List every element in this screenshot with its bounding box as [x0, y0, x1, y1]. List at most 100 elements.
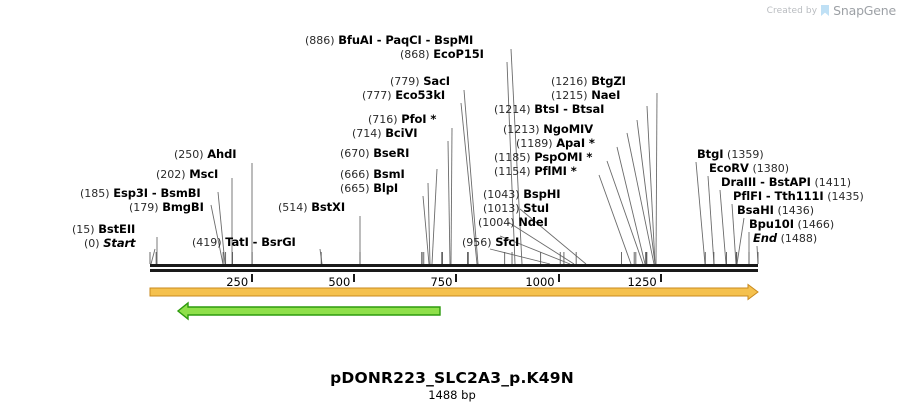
site-label-bstxi[interactable]: (514) BstXI	[278, 200, 346, 215]
site-position: (1185)	[494, 151, 531, 164]
site-label-ecorv[interactable]: EcoRV (1380)	[709, 162, 789, 176]
site-position: (1216)	[551, 75, 588, 88]
watermark-prefix-label: Created by	[766, 5, 818, 16]
site-label-bsphi[interactable]: (1043) BspHI	[483, 187, 561, 202]
site-enzyme: BstEII	[98, 222, 136, 236]
site-position: (665)	[340, 182, 370, 195]
site-enzyme: End	[753, 231, 777, 245]
site-position: (1013)	[483, 202, 520, 215]
sequence-backbone-top	[150, 264, 758, 267]
site-label-bseri[interactable]: (670) BseRI	[340, 146, 410, 161]
ruler-tick	[353, 274, 356, 282]
site-enzyme: MscI	[189, 167, 219, 181]
ruler-tick	[557, 274, 560, 282]
site-enzyme: BtsI - BtsaI	[534, 102, 605, 116]
site-label-naei[interactable]: (1215) NaeI	[551, 89, 620, 103]
ruler-tick-label: 250	[226, 275, 249, 289]
site-label-bsteii[interactable]: (15) BstEII	[72, 222, 136, 237]
snapgene-watermark: Created by SnapGene	[766, 3, 897, 18]
slc2a3-cds-feature-arrow	[176, 301, 441, 321]
site-label-ngomiv[interactable]: (1213) NgoMIV	[503, 122, 594, 137]
site-enzyme: BspHI	[523, 187, 561, 201]
site-enzyme: SacI	[423, 74, 450, 88]
site-enzyme: PspOMI *	[534, 150, 593, 164]
site-label-bfuai-paqci-bspmi[interactable]: (886) BfuAI - PaqCI - BspMI	[305, 33, 474, 48]
site-label-eco53ki[interactable]: (777) Eco53kI	[362, 88, 446, 103]
site-position: (666)	[340, 168, 370, 181]
site-label-bsahi[interactable]: BsaHI (1436)	[737, 203, 814, 218]
site-enzyme: BsmI	[373, 167, 405, 181]
site-label-apai[interactable]: (1189) ApaI *	[516, 137, 595, 151]
site-label-pfoi[interactable]: (716) PfoI *	[368, 113, 436, 127]
site-label-esp3i-bsmbi[interactable]: (185) Esp3I - BsmBI	[80, 187, 201, 201]
site-label-bcivi[interactable]: (714) BciVI	[352, 127, 418, 141]
site-label-bpu10i[interactable]: Bpu10I (1466)	[749, 218, 835, 232]
site-position: (1488)	[780, 232, 818, 245]
site-label-sfci[interactable]: (956) SfcI	[462, 236, 519, 250]
plasmid-title: pDONR223_SLC2A3_p.K49N	[330, 369, 574, 387]
site-position: (1466)	[797, 218, 835, 231]
site-position: (1411)	[814, 176, 852, 189]
site-enzyme: PflFI - Tth111I	[733, 189, 824, 203]
site-position: (1359)	[727, 148, 764, 161]
site-enzyme: EcoP15I	[433, 47, 484, 61]
ruler-tick	[251, 274, 254, 282]
site-label-btsi-btsai[interactable]: (1214) BtsI - BtsaI	[494, 102, 605, 117]
site-label-btgi[interactable]: BtgI (1359)	[697, 147, 764, 162]
sequence-backbone-bottom	[150, 269, 758, 272]
site-enzyme: PflMI *	[534, 164, 577, 178]
site-enzyme: BstXI	[311, 200, 346, 214]
site-label-draiii-bstapi[interactable]: DraIII - BstAPI (1411)	[721, 175, 852, 190]
site-position: (1043)	[483, 188, 520, 201]
site-label-bsmi[interactable]: (666) BsmI	[340, 167, 405, 182]
site-position: (1435)	[827, 190, 864, 203]
site-label-bmgbi[interactable]: (179) BmgBI	[129, 200, 204, 215]
site-label-msci[interactable]: (202) MscI	[156, 167, 219, 182]
site-position: (777)	[362, 89, 392, 102]
site-enzyme: BtgI	[697, 147, 724, 161]
site-enzyme: BseRI	[373, 146, 410, 160]
site-enzyme: BmgBI	[162, 200, 204, 214]
site-position: (1154)	[494, 165, 531, 178]
site-enzyme: AhdI	[207, 147, 237, 161]
site-label-saci[interactable]: (779) SacI	[390, 74, 450, 89]
site-label-ahdi[interactable]: (250) AhdI	[174, 147, 237, 162]
site-label-pflmi[interactable]: (1154) PflMI *	[494, 164, 577, 179]
site-position: (716)	[368, 113, 398, 126]
site-label-stui[interactable]: (1013) StuI	[483, 201, 550, 216]
site-position: (179)	[129, 201, 159, 214]
site-enzyme: StuI	[523, 201, 550, 215]
site-position: (202)	[156, 168, 186, 181]
site-enzyme: DraIII - BstAPI	[721, 175, 811, 189]
site-enzyme: BsaHI	[737, 203, 774, 217]
site-position: (670)	[340, 147, 370, 160]
site-label-btgzi[interactable]: (1216) BtgZI	[551, 74, 626, 89]
plasmid-length-label: 1488 bp	[428, 388, 476, 402]
site-label-ndei[interactable]: (1004) NdeI	[478, 215, 548, 230]
site-label-start[interactable]: (0) Start	[84, 237, 136, 251]
site-position: (0)	[84, 237, 100, 250]
site-enzyme: BtgZI	[591, 74, 626, 88]
site-position: (250)	[174, 148, 204, 161]
site-position: (185)	[80, 187, 110, 200]
site-position: (1004)	[478, 216, 515, 229]
site-label-tati-bsrgi[interactable]: (419) TatI - BsrGI	[192, 235, 296, 250]
full-length-feature-arrow	[149, 283, 759, 301]
site-label-blpi[interactable]: (665) BlpI	[340, 181, 399, 196]
site-enzyme: Eco53kI	[395, 88, 446, 102]
site-position: (714)	[352, 127, 382, 140]
site-enzyme: NdeI	[518, 215, 548, 229]
site-label-pflfi-tth111i[interactable]: PflFI - Tth111I (1435)	[733, 189, 864, 204]
site-enzyme: BlpI	[373, 181, 399, 195]
site-enzyme: BfuAI - PaqCI - BspMI	[338, 33, 474, 47]
site-enzyme: TatI - BsrGI	[225, 235, 296, 249]
site-label-pspomi[interactable]: (1185) PspOMI *	[494, 150, 593, 165]
site-label-ecop15i[interactable]: (868) EcoP15I	[400, 47, 484, 62]
site-enzyme: NgoMIV	[543, 122, 594, 136]
site-position: (1189)	[516, 137, 553, 150]
site-position: (886)	[305, 34, 335, 47]
site-position: (779)	[390, 75, 420, 88]
site-label-end[interactable]: End (1488)	[753, 231, 818, 246]
